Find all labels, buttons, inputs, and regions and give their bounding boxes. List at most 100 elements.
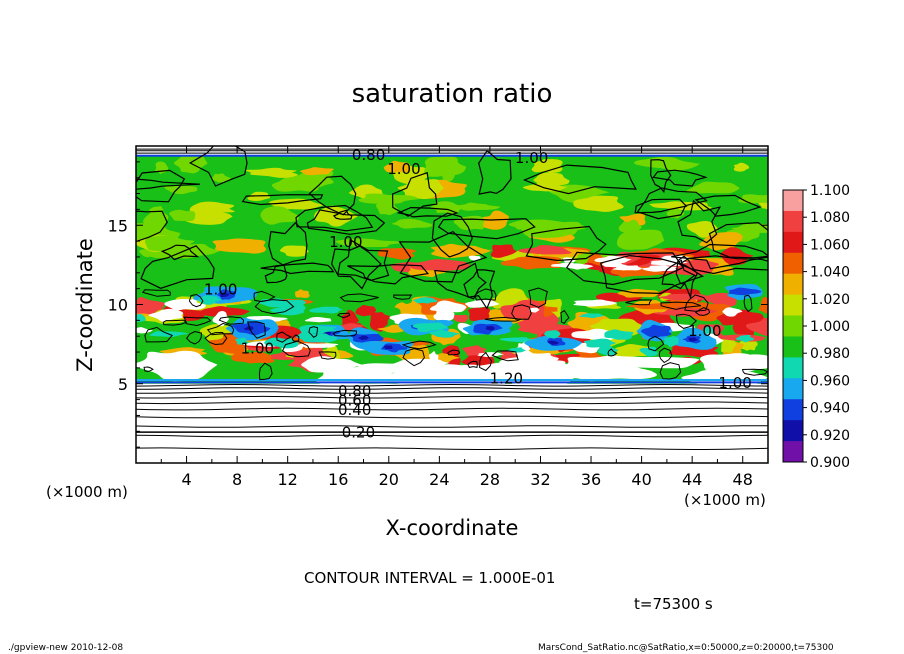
supersat-white-patch bbox=[573, 299, 618, 307]
dry-pocket-core bbox=[485, 325, 495, 331]
contour-loop bbox=[675, 313, 697, 329]
supersat-white-patch bbox=[297, 343, 339, 348]
upper-field-patch bbox=[260, 206, 299, 225]
contour-loop bbox=[268, 222, 308, 266]
supersat-white-patch bbox=[477, 352, 505, 358]
upper-field-patch bbox=[533, 172, 570, 190]
contour-label: 1.20 bbox=[490, 369, 523, 387]
moist-layer-patch bbox=[199, 306, 250, 317]
plot-area: 0.80 1.001.001.001.001.001.001.20 1.000.80… bbox=[135, 145, 769, 464]
moist-layer-patch bbox=[468, 307, 491, 323]
lower-dry-region bbox=[136, 383, 768, 463]
contour-loop bbox=[636, 187, 708, 220]
cyan-patch bbox=[604, 329, 634, 340]
x-tick-label: 44 bbox=[682, 470, 702, 489]
layer-base-line bbox=[136, 378, 768, 381]
contour-loop bbox=[276, 331, 293, 343]
supersat-white-patch bbox=[304, 316, 332, 323]
x-tick-label: 36 bbox=[581, 470, 601, 489]
x-tick-label: 32 bbox=[530, 470, 550, 489]
mid-upper-white bbox=[569, 263, 594, 270]
colorbar-swatch bbox=[783, 441, 803, 463]
contour-line bbox=[136, 407, 768, 411]
upper-field-patch bbox=[169, 209, 196, 222]
upper-field-patch bbox=[144, 235, 195, 252]
contour-loop bbox=[660, 301, 701, 310]
contour-loop bbox=[281, 340, 311, 358]
cyan-patch bbox=[579, 313, 605, 319]
contour-loop bbox=[474, 288, 497, 301]
mid-upper-patch bbox=[720, 247, 754, 266]
upper-field-patch bbox=[210, 173, 232, 183]
y-tick-label: 15 bbox=[108, 216, 128, 235]
contour-loop bbox=[560, 309, 570, 325]
moist-layer-patch bbox=[721, 337, 737, 353]
upper-field-patch bbox=[616, 229, 665, 250]
contour-loop bbox=[625, 299, 653, 306]
cyan-patch bbox=[309, 306, 343, 314]
cyan-patch bbox=[429, 329, 460, 338]
colorbar-swatch bbox=[783, 210, 803, 233]
contour-loop bbox=[478, 149, 512, 195]
contour-loop bbox=[306, 209, 386, 235]
contour-loop bbox=[318, 351, 337, 360]
upper-field-patch bbox=[686, 181, 740, 194]
dry-pocket-core bbox=[358, 335, 369, 341]
colorbar-label: 0.900 bbox=[810, 455, 850, 471]
colorbar-swatch bbox=[783, 357, 803, 379]
mid-upper-patch bbox=[490, 244, 518, 258]
upper-field-patch bbox=[279, 245, 309, 257]
contour-label: 0.80 bbox=[352, 146, 385, 164]
contour-line bbox=[136, 383, 768, 387]
supersat-white-patch bbox=[529, 307, 540, 313]
contour-loop bbox=[677, 199, 722, 244]
colorbar-label: 0.980 bbox=[810, 346, 850, 362]
contour-line bbox=[136, 434, 768, 438]
contour-loop bbox=[186, 330, 203, 345]
contour-loop bbox=[647, 335, 665, 352]
contour-line bbox=[136, 415, 768, 419]
colorbar-swatch bbox=[783, 231, 803, 254]
contour-loop bbox=[136, 210, 168, 243]
contour-loop bbox=[204, 331, 228, 346]
contour-label: 1.00 bbox=[204, 281, 237, 299]
contour-line bbox=[136, 401, 768, 405]
x-tick-label: 48 bbox=[733, 470, 753, 489]
contour-loop bbox=[206, 322, 235, 336]
contour-loop bbox=[339, 293, 379, 303]
moist-layer-patch bbox=[294, 289, 310, 298]
y-tick-label: 5 bbox=[118, 375, 128, 394]
contour-loop bbox=[463, 269, 496, 310]
cyan-patch bbox=[499, 337, 536, 343]
contour-loop bbox=[437, 218, 536, 240]
contour-loop bbox=[528, 287, 548, 308]
colorbar-swatch bbox=[783, 294, 803, 317]
contour-layer bbox=[136, 146, 768, 450]
mid-upper-patch bbox=[518, 244, 572, 255]
contour-loop bbox=[391, 171, 438, 217]
supersat-white-patch bbox=[464, 299, 500, 308]
contour-loop bbox=[659, 362, 682, 380]
contour-loop bbox=[522, 164, 637, 195]
x-tick-label: 4 bbox=[181, 470, 191, 489]
upper-field-patch bbox=[573, 195, 624, 212]
upper-field-patch bbox=[730, 223, 768, 233]
x-tick-label: 20 bbox=[379, 470, 399, 489]
contour-loop bbox=[308, 175, 357, 216]
upper-field-patch bbox=[149, 206, 164, 215]
contour-loop bbox=[708, 221, 768, 259]
contour-loop bbox=[136, 178, 201, 190]
dry-pocket-core bbox=[244, 326, 254, 331]
moist-layer-patch bbox=[452, 314, 468, 323]
supersat-white-patch bbox=[164, 298, 206, 311]
colorbar-label: 0.920 bbox=[810, 428, 850, 444]
colorbar-swatch bbox=[783, 378, 803, 400]
contour-line bbox=[136, 387, 768, 390]
moist-layer-patch bbox=[355, 304, 377, 317]
contour-loop bbox=[260, 262, 335, 275]
colorbar-swatch bbox=[783, 273, 803, 296]
contour-loop bbox=[393, 294, 413, 300]
contour-loop bbox=[658, 347, 673, 364]
contour-label: 1.00 bbox=[387, 160, 420, 178]
